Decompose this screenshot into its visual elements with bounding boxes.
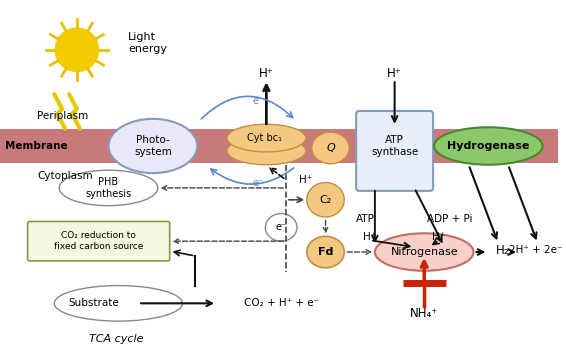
Ellipse shape [227, 137, 306, 165]
Text: PHB
synthesis: PHB synthesis [85, 177, 132, 199]
Text: Light
energy: Light energy [128, 32, 167, 54]
Text: Q: Q [326, 143, 335, 153]
Text: Periplasm: Periplasm [37, 111, 89, 121]
Ellipse shape [307, 183, 344, 217]
Text: ATP
synthase: ATP synthase [371, 135, 418, 157]
Ellipse shape [54, 286, 182, 321]
Ellipse shape [109, 119, 198, 173]
Ellipse shape [265, 213, 297, 241]
Text: C₂: C₂ [319, 195, 332, 205]
Text: Fd: Fd [318, 247, 333, 257]
Text: Cyt bc₁: Cyt bc₁ [247, 133, 282, 143]
Text: 2H⁺ + 2e⁻: 2H⁺ + 2e⁻ [509, 245, 563, 255]
Text: Photo-
system: Photo- system [134, 135, 172, 157]
Text: H₂: H₂ [496, 244, 510, 257]
Ellipse shape [227, 124, 306, 152]
Text: e⁻: e⁻ [276, 223, 287, 232]
Circle shape [55, 28, 98, 72]
Text: Cytoplasm: Cytoplasm [37, 171, 93, 181]
Ellipse shape [375, 233, 474, 271]
Text: H⁺: H⁺ [259, 67, 274, 80]
Text: Substrate: Substrate [68, 298, 119, 308]
Ellipse shape [434, 127, 543, 165]
Text: CO₂ + H⁺ + e⁻: CO₂ + H⁺ + e⁻ [243, 298, 319, 308]
Ellipse shape [59, 170, 158, 206]
Text: H⁺: H⁺ [363, 232, 376, 242]
FancyBboxPatch shape [28, 221, 170, 261]
Text: H⁺: H⁺ [299, 175, 312, 185]
FancyBboxPatch shape [356, 111, 433, 191]
Text: H⁺: H⁺ [387, 67, 402, 80]
Text: e⁻: e⁻ [253, 178, 264, 188]
Ellipse shape [307, 236, 344, 268]
Text: TCA cycle: TCA cycle [89, 334, 144, 344]
Text: Hydrogenase: Hydrogenase [447, 141, 530, 151]
Text: ATP: ATP [355, 215, 375, 224]
Ellipse shape [312, 132, 349, 164]
Text: Nitrogenase: Nitrogenase [391, 247, 458, 257]
Text: ADP + Pi: ADP + Pi [427, 215, 473, 224]
Bar [0, 129, 559, 163]
Text: CO₂ reduction to
fixed carbon source: CO₂ reduction to fixed carbon source [54, 232, 143, 251]
Text: Membrane: Membrane [5, 141, 67, 151]
Text: H⁺: H⁺ [432, 232, 445, 242]
Text: e⁻: e⁻ [253, 96, 264, 106]
Text: NH₄⁺: NH₄⁺ [410, 307, 439, 320]
